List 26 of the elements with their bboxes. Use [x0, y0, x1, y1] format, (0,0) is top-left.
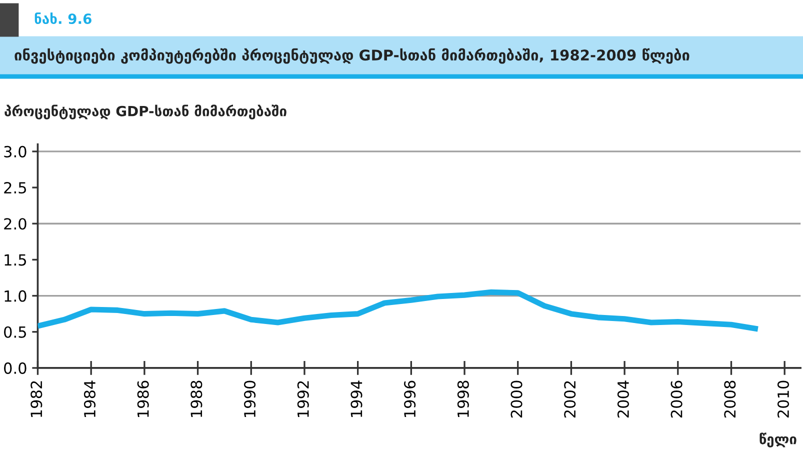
y-tick-label: 3.0 [4, 146, 26, 158]
x-tick-label: 1994 [350, 380, 362, 417]
x-axis-title: წელი [760, 432, 796, 448]
y-axis-title: პროცენტულად GDP-სთან მიმართებაში [4, 104, 286, 120]
y-tick-label: 0.5 [4, 326, 26, 338]
x-tick-label: 1982 [30, 381, 42, 417]
x-tick-label: 1992 [297, 381, 309, 417]
x-tick-label: 1998 [457, 380, 469, 417]
x-tick-label: 2002 [564, 381, 576, 418]
y-tick-label: 1.5 [4, 254, 26, 266]
y-tick-label: 2.5 [4, 182, 26, 194]
x-tick-label: 1988 [190, 380, 202, 417]
x-tick-label: 1990 [244, 380, 256, 417]
x-tick-label: 2006 [670, 380, 682, 418]
x-tick-label: 1984 [84, 380, 96, 417]
x-tick-label: 2008 [724, 380, 736, 418]
x-tick-label: 1986 [137, 380, 149, 417]
chart-title: ინვესტიციები კომპიუტერებში პროცენტულად GDP-სთან მიმართებაში, 1982-2009 წლები [14, 48, 690, 64]
x-tick-label: 2010 [777, 380, 790, 418]
x-tick-label: 2004 [617, 380, 629, 418]
x-tick-label: 2000 [510, 380, 522, 418]
y-tick-label: 1.0 [4, 290, 26, 302]
y-tick-label: 0.0 [4, 362, 26, 374]
text: ნახ. 9.6 [34, 12, 92, 24]
y-tick-label: 2.0 [4, 218, 26, 230]
x-tick-label: 1996 [404, 380, 416, 417]
